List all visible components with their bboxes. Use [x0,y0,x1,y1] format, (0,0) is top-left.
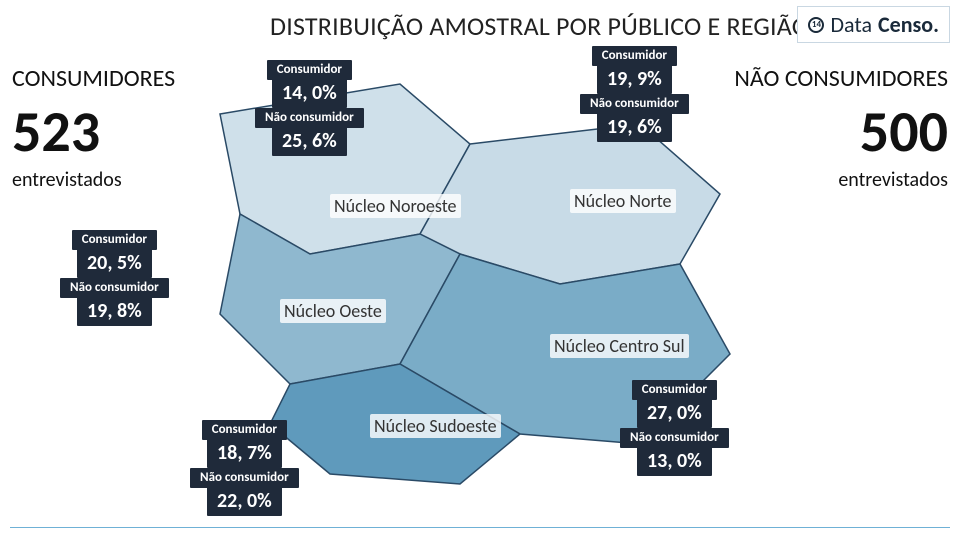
box-oeste: Consumidor 20, 5% Não consumidor 19, 8% [60,230,169,326]
oeste-nao-val: 19, 8% [77,297,152,326]
logo-text-pre: Data [830,11,872,38]
sudoeste-cons-label: Consumidor [202,420,287,440]
logo-badge-icon: 14 [808,17,824,33]
sudoeste-cons-val: 18, 7% [207,439,282,468]
box-sudoeste: Consumidor 18, 7% Não consumidor 22, 0% [190,420,299,516]
label-sudoeste: Núcleo Sudoeste [370,414,501,438]
oeste-cons-val: 20, 5% [77,249,152,278]
oeste-nao-label: Não consumidor [60,278,169,298]
norte-nao-label: Não consumidor [580,94,689,114]
norte-nao-val: 19, 6% [597,113,672,142]
label-oeste: Núcleo Oeste [280,299,386,323]
centrosul-nao-label: Não consumidor [620,428,729,448]
box-norte: Consumidor 19, 9% Não consumidor 19, 6% [580,46,689,142]
logo: 14 DataCenso. [797,6,950,43]
box-centrosul: Consumidor 27, 0% Não consumidor 13, 0% [620,380,729,476]
label-noroeste: Núcleo Noroeste [330,194,461,218]
logo-text-bold: Censo. [878,11,939,38]
norte-cons-val: 19, 9% [597,65,672,94]
left-heading: CONSUMIDORES [12,64,175,93]
box-noroeste: Consumidor 14, 0% Não consumidor 25, 6% [255,60,364,156]
left-sub: entrevistados [12,168,122,192]
noroeste-cons-label: Consumidor [267,60,352,80]
noroeste-nao-val: 25, 6% [272,127,347,156]
label-centrosul: Núcleo Centro Sul [550,334,689,358]
norte-cons-label: Consumidor [592,46,677,66]
label-norte: Núcleo Norte [570,189,676,213]
page-title: DISTRIBUIÇÃO AMOSTRAL POR PÚBLICO E REGI… [270,10,809,42]
oeste-cons-label: Consumidor [72,230,157,250]
centrosul-nao-val: 13, 0% [637,447,712,476]
noroeste-nao-label: Não consumidor [255,108,364,128]
right-sub: entrevistados [838,168,948,192]
left-value: 523 [12,96,100,167]
right-value: 500 [860,96,948,167]
noroeste-cons-val: 14, 0% [272,79,347,108]
footer-rule [10,527,950,528]
sudoeste-nao-val: 22, 0% [207,487,282,516]
slide: DISTRIBUIÇÃO AMOSTRAL POR PÚBLICO E REGI… [0,0,960,540]
sudoeste-nao-label: Não consumidor [190,468,299,488]
centrosul-cons-val: 27, 0% [637,399,712,428]
centrosul-cons-label: Consumidor [632,380,717,400]
